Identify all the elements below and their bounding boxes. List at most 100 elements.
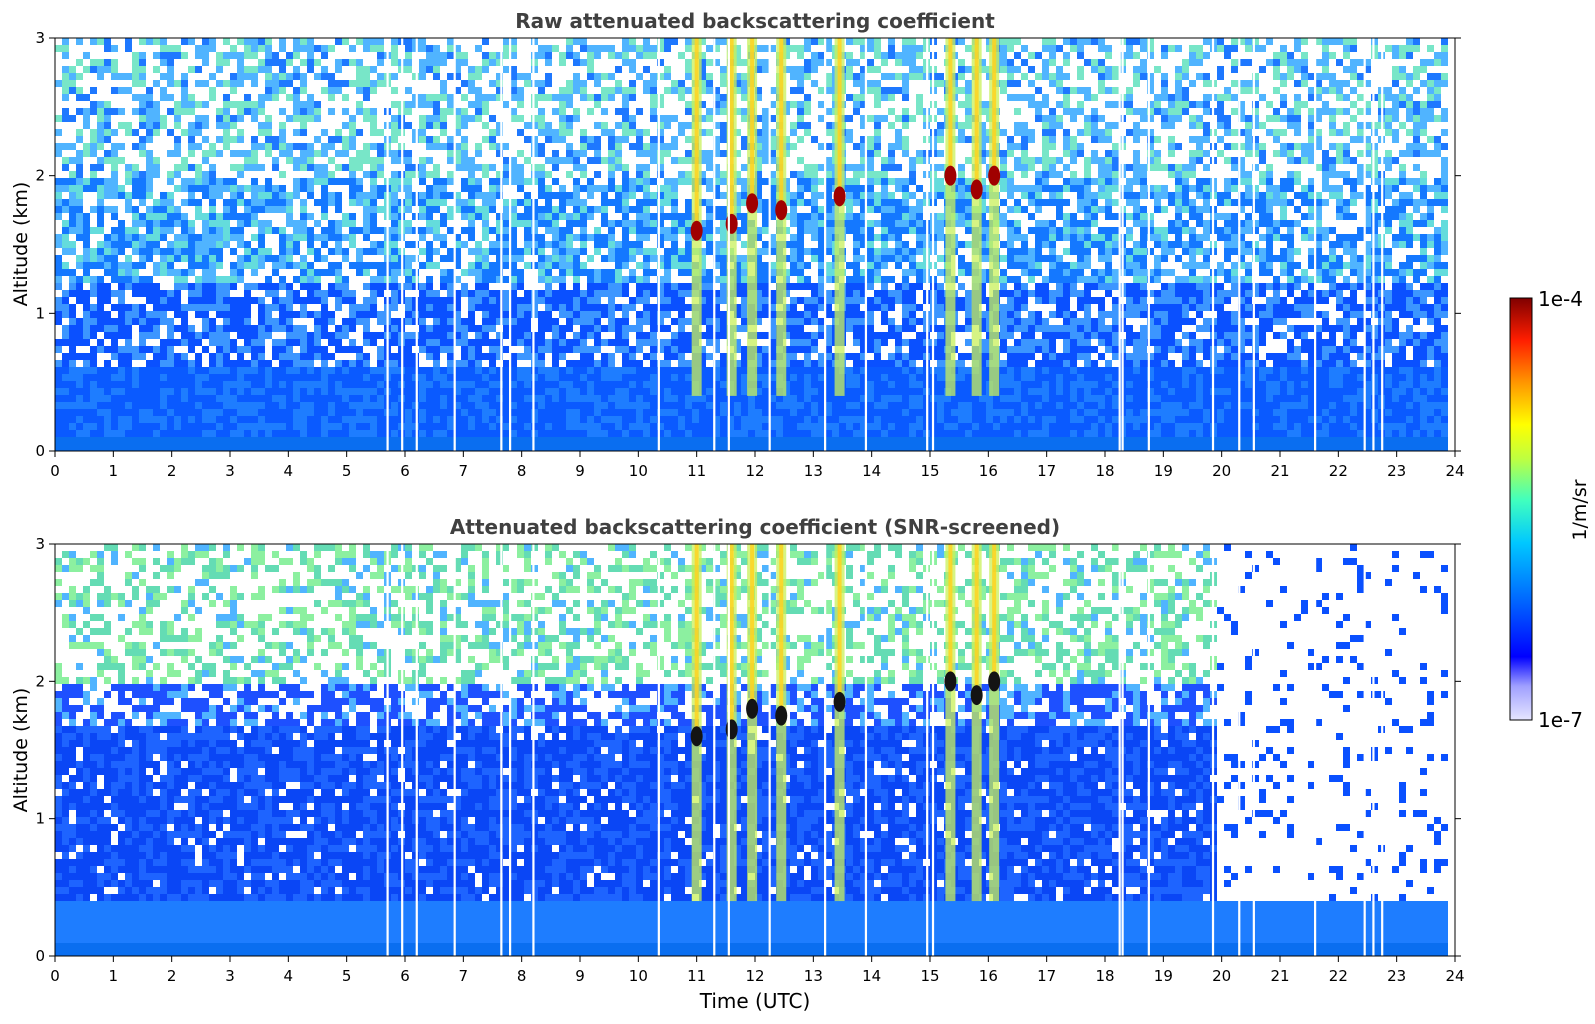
top-heatmap-cell: [678, 87, 685, 94]
top-heatmap-cell: [349, 325, 356, 332]
top-heatmap-cell: [139, 101, 146, 108]
top-heatmap-cell: [279, 38, 286, 45]
top-heatmap-cell: [643, 297, 650, 304]
top-heatmap-cell: [538, 255, 545, 262]
top-heatmap-cell: [755, 367, 762, 374]
top-heatmap-cell: [482, 409, 489, 416]
top-heatmap-cell: [643, 45, 650, 52]
top-heatmap-cell: [104, 388, 111, 395]
top-heatmap-cell: [601, 304, 608, 311]
top-heatmap-cell: [300, 234, 307, 241]
top-heatmap-cell: [468, 409, 475, 416]
top-heatmap-cell: [300, 297, 307, 304]
top-heatmap-cell: [769, 276, 776, 283]
top-heatmap-cell: [181, 80, 188, 87]
top-heatmap-cell: [545, 318, 552, 325]
top-heatmap-cell: [419, 283, 426, 290]
top-heatmap-cell: [524, 395, 531, 402]
top-heatmap-cell: [377, 332, 384, 339]
top-heatmap-cell: [825, 290, 832, 297]
top-heatmap-cell: [489, 388, 496, 395]
top-heatmap-cell: [321, 325, 328, 332]
top-heatmap-cell: [643, 416, 650, 423]
top-heatmap-cell: [629, 409, 636, 416]
top-heatmap-cell: [146, 38, 153, 45]
top-heatmap-cell: [706, 416, 713, 423]
top-heatmap-cell: [419, 192, 426, 199]
top-heatmap-cell: [244, 311, 251, 318]
top-heatmap-cell: [503, 66, 510, 73]
top-heatmap-cell: [146, 283, 153, 290]
top-heatmap-cell: [223, 206, 230, 213]
top-heatmap-cell: [552, 402, 559, 409]
top-heatmap-cell: [748, 409, 755, 416]
top-heatmap-cell: [699, 444, 706, 451]
top-heatmap-cell: [230, 381, 237, 388]
top-heatmap-cell: [769, 185, 776, 192]
top-heatmap-cell: [202, 248, 209, 255]
top-heatmap-cell: [657, 150, 664, 157]
top-heatmap-cell: [300, 59, 307, 66]
top-heatmap-cell: [237, 234, 244, 241]
top-heatmap-cell: [496, 255, 503, 262]
top-heatmap-cell: [468, 339, 475, 346]
top-heatmap-cell: [223, 444, 230, 451]
top-heatmap-cell: [468, 388, 475, 395]
top-heatmap-cell: [111, 339, 118, 346]
top-heatmap-cell: [657, 367, 664, 374]
top-heatmap-cell: [405, 437, 412, 444]
top-heatmap-cell: [146, 178, 153, 185]
top-heatmap-cell: [258, 192, 265, 199]
top-heatmap-cell: [104, 234, 111, 241]
top-heatmap-cell: [622, 129, 629, 136]
top-heatmap-cell: [265, 388, 272, 395]
top-heatmap-cell: [62, 206, 69, 213]
top-heatmap-cell: [118, 143, 125, 150]
top-heatmap-cell: [188, 388, 195, 395]
top-heatmap-cell: [552, 129, 559, 136]
top-heatmap-cell: [566, 367, 573, 374]
top-heatmap-cell: [209, 192, 216, 199]
top-heatmap-cell: [391, 255, 398, 262]
top-heatmap-cell: [300, 360, 307, 367]
top-heatmap-cell: [279, 416, 286, 423]
top-heatmap-cell: [230, 388, 237, 395]
top-heatmap-cell: [811, 430, 818, 437]
top-heatmap-cell: [552, 255, 559, 262]
top-heatmap-cell: [146, 290, 153, 297]
top-heatmap-cell: [559, 269, 566, 276]
top-heatmap-cell: [664, 73, 671, 80]
top-heatmap-cell: [314, 269, 321, 276]
top-heatmap-cell: [314, 248, 321, 255]
top-heatmap-cell: [286, 423, 293, 430]
top-heatmap-cell: [811, 346, 818, 353]
top-heatmap-cell: [461, 52, 468, 59]
top-heatmap-cell: [559, 437, 566, 444]
top-heatmap-cell: [545, 430, 552, 437]
top-heatmap-cell: [629, 423, 636, 430]
top-heatmap-cell: [678, 318, 685, 325]
top-heatmap-cell: [328, 87, 335, 94]
top-heatmap-cell: [349, 304, 356, 311]
top-heatmap-cell: [503, 416, 510, 423]
top-heatmap-cell: [489, 346, 496, 353]
top-heatmap-cell: [216, 136, 223, 143]
top-heatmap-cell: [503, 227, 510, 234]
top-heatmap-cell: [335, 416, 342, 423]
top-heatmap-cell: [83, 262, 90, 269]
top-heatmap-cell: [272, 227, 279, 234]
top-heatmap-cell: [643, 304, 650, 311]
top-heatmap-cell: [342, 59, 349, 66]
top-heatmap-cell: [314, 297, 321, 304]
top-heatmap-cell: [426, 367, 433, 374]
top-heatmap-cell: [118, 283, 125, 290]
top-heatmap-cell: [258, 199, 265, 206]
top-heatmap-cell: [587, 423, 594, 430]
top-heatmap-cell: [657, 136, 664, 143]
top-heatmap-cell: [83, 178, 90, 185]
top-heatmap-cell: [342, 416, 349, 423]
top-heatmap-cell: [559, 157, 566, 164]
top-heatmap-cell: [139, 395, 146, 402]
top-heatmap-cell: [545, 255, 552, 262]
top-heatmap-cell: [76, 220, 83, 227]
